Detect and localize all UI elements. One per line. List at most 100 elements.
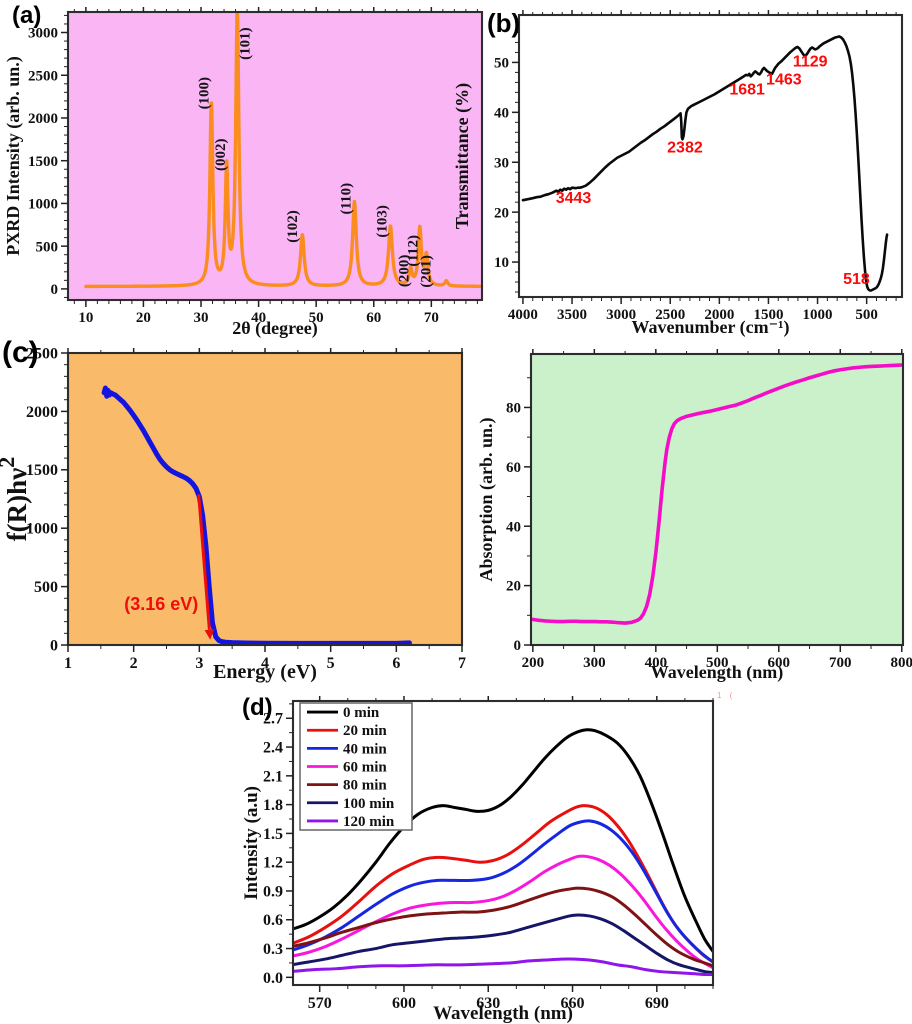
svg-text:1463: 1463 [766, 71, 802, 88]
svg-text:4000: 4000 [508, 307, 538, 323]
panel-label-c: (c) [2, 336, 39, 369]
svg-text:0: 0 [51, 282, 59, 298]
chart-pxrd: 10 20 30 40 50 60 70 0 500 1000 1500 2000 2500 3000 2θ… [3, 7, 484, 339]
svg-text:40: 40 [494, 105, 509, 121]
panel-label-a: (a) [12, 2, 42, 29]
svg-text:80 min: 80 min [343, 778, 387, 794]
svg-text:Intensity (a.u): Intensity (a.u) [241, 786, 262, 900]
svg-text:570: 570 [308, 995, 332, 1012]
svg-text:1.5: 1.5 [263, 826, 283, 843]
svg-text:20: 20 [506, 579, 521, 595]
svg-text:1500: 1500 [28, 154, 58, 170]
svg-text:2000: 2000 [28, 111, 58, 127]
svg-text:10: 10 [78, 310, 93, 326]
svg-text:(200): (200) [396, 255, 412, 288]
svg-text:6: 6 [392, 655, 400, 672]
svg-text:600: 600 [392, 995, 416, 1012]
panel-label-d: (d) [242, 694, 273, 721]
panel-label-b: (b) [487, 8, 521, 38]
svg-text:2000: 2000 [704, 307, 734, 323]
svg-text:(201): (201) [419, 255, 435, 288]
svg-text:800: 800 [891, 655, 912, 671]
svg-text:0.3: 0.3 [263, 941, 283, 958]
svg-text:1.8: 1.8 [263, 797, 283, 814]
chart-degradation: 570 600 630 660 690 0.0 0.3 0.6 0.9 1.2 1.5 1.8 2.1 2… [241, 696, 715, 1024]
svg-text:600: 600 [768, 655, 791, 671]
svg-text:1.2: 1.2 [263, 855, 283, 872]
svg-text:1500: 1500 [26, 462, 58, 479]
svg-text:0: 0 [514, 638, 522, 654]
svg-text:40: 40 [251, 310, 266, 326]
svg-text:3000: 3000 [606, 307, 636, 323]
svg-text:0.9: 0.9 [263, 883, 283, 900]
svg-text:(103): (103) [374, 205, 390, 238]
svg-text:2382: 2382 [667, 139, 703, 156]
svg-text:1681: 1681 [729, 81, 765, 98]
svg-text:1129: 1129 [793, 53, 828, 70]
stray-red-artifact: 1 ( [717, 691, 736, 700]
svg-text:2.1: 2.1 [263, 768, 283, 785]
svg-text:3443: 3443 [556, 190, 592, 207]
svg-text:2.7: 2.7 [263, 711, 283, 728]
svg-text:30: 30 [494, 155, 509, 171]
svg-text:2500: 2500 [28, 68, 58, 84]
svg-text:2500: 2500 [26, 345, 58, 362]
svg-text:500: 500 [706, 655, 729, 671]
svg-text:4: 4 [261, 655, 269, 672]
svg-text:518: 518 [843, 271, 870, 288]
svg-text:30: 30 [194, 310, 209, 326]
svg-text:690: 690 [645, 995, 669, 1012]
svg-text:300: 300 [583, 655, 606, 671]
svg-text:Absorption (arb. un.): Absorption (arb. un.) [476, 417, 497, 581]
svg-text:0 min: 0 min [343, 705, 380, 721]
svg-text:2θ (degree): 2θ (degree) [232, 318, 318, 339]
svg-text:(100): (100) [196, 77, 212, 110]
svg-text:660: 660 [561, 995, 585, 1012]
svg-text:20: 20 [494, 205, 509, 221]
svg-text:Wavelength (nm): Wavelength (nm) [651, 662, 784, 683]
svg-text:3: 3 [195, 655, 203, 672]
svg-text:Wavenumber (cm⁻¹): Wavenumber (cm⁻¹) [631, 317, 789, 338]
svg-text:700: 700 [829, 655, 852, 671]
svg-text:40 min: 40 min [343, 741, 387, 757]
svg-text:100 min: 100 min [343, 796, 395, 812]
svg-text:3000: 3000 [28, 26, 58, 42]
svg-text:400: 400 [645, 655, 668, 671]
svg-text:3500: 3500 [557, 307, 587, 323]
svg-text:0.6: 0.6 [263, 912, 283, 929]
svg-text:(112): (112) [406, 235, 422, 267]
svg-text:1000: 1000 [26, 521, 58, 538]
svg-text:7: 7 [458, 655, 466, 672]
svg-text:20 min: 20 min [343, 723, 387, 739]
svg-text:2.4: 2.4 [263, 739, 283, 756]
svg-text:80: 80 [506, 401, 521, 417]
chart-absorption: 200 300 400 500 600 700 800 0 20 40 60 80 Wavelength… [476, 349, 912, 683]
svg-text:5: 5 [327, 655, 335, 672]
svg-text:2: 2 [130, 655, 138, 672]
svg-text:10: 10 [494, 255, 509, 271]
svg-text:60: 60 [366, 310, 381, 326]
svg-text:500: 500 [34, 579, 58, 596]
svg-text:Wavelength (nm): Wavelength (nm) [433, 1003, 573, 1024]
svg-text:40: 40 [506, 519, 521, 535]
svg-text:1: 1 [64, 655, 72, 672]
svg-text:PXRD Intensity (arb. un.): PXRD Intensity (arb. un.) [3, 56, 24, 256]
svg-text:70: 70 [424, 310, 439, 326]
svg-text:2500: 2500 [655, 307, 685, 323]
svg-text:(3.16 eV): (3.16 eV) [124, 594, 198, 614]
svg-text:1500: 1500 [753, 307, 783, 323]
svg-text:(102): (102) [285, 210, 301, 243]
svg-text:(110): (110) [339, 183, 355, 215]
svg-text:120 min: 120 min [343, 814, 395, 830]
svg-text:f(R)hν2: f(R)hν2 [0, 457, 32, 542]
svg-text:60: 60 [506, 460, 521, 476]
svg-text:500: 500 [855, 307, 878, 323]
svg-text:0: 0 [50, 637, 58, 654]
svg-text:(101): (101) [237, 27, 253, 59]
svg-text:Energy (eV): Energy (eV) [213, 661, 317, 683]
svg-text:200: 200 [522, 655, 545, 671]
svg-text:1000: 1000 [28, 197, 58, 213]
svg-text:500: 500 [36, 239, 59, 255]
svg-text:1000: 1000 [803, 307, 833, 323]
